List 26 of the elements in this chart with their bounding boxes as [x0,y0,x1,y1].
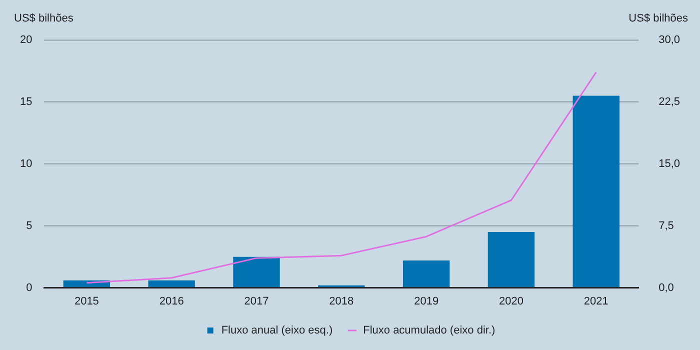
y-tick-label: 20 [20,34,32,46]
y-tick-label: 15 [20,96,32,108]
bar [488,232,535,288]
x-tick-label: 2015 [74,295,99,308]
y-tick-label: 5 [26,220,32,232]
y2-axis-title: US$ bilhões [628,12,688,25]
x-tick-label: 2019 [414,295,439,308]
y2-tick-label: 0,0 [658,282,674,294]
y-tick-label: 0 [26,282,32,294]
bar [572,96,620,288]
y2-tick-label: 22,5 [658,96,680,108]
y2-tick-label: 30,0 [658,34,680,46]
x-tick-label: 2016 [159,295,184,308]
y2-tick-label: 15,0 [658,158,680,170]
bar [402,260,450,288]
y-tick-label: 10 [20,158,32,170]
y2-tick-label: 7,5 [658,220,674,232]
x-tick-label: 2018 [329,295,354,308]
x-tick-label: 2021 [584,295,608,308]
legend-label: Fluxo acumulado (eixo dir.) [363,324,496,337]
y-axis-title: US$ bilhões [14,12,74,25]
x-tick-label: 2017 [244,295,269,308]
bar [233,256,280,288]
bar [148,280,195,288]
legend-label: Fluxo anual (eixo esq.) [221,324,333,337]
x-tick-label: 2020 [498,295,524,308]
